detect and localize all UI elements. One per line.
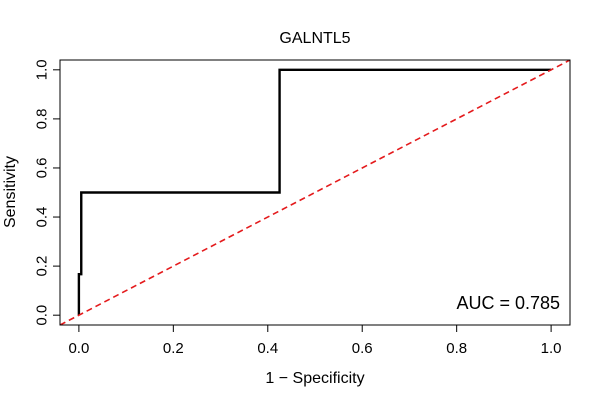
y-tick-label: 0.8 (34, 108, 51, 129)
reference-diagonal-line (60, 60, 570, 325)
x-axis-label: 1 − Specificity (265, 370, 364, 387)
y-tick-label: 1.0 (34, 59, 51, 80)
y-tick-label: 0.6 (34, 158, 51, 179)
y-axis-label: Sensitivity (2, 156, 19, 228)
x-tick-label: 0.6 (352, 340, 373, 357)
x-tick-label: 0.0 (68, 340, 89, 357)
y-tick-label: 0.0 (34, 305, 51, 326)
y-tick-label: 0.4 (34, 207, 51, 228)
x-tick-label: 0.4 (257, 340, 278, 357)
auc-annotation: AUC = 0.785 (456, 293, 560, 313)
x-tick-label: 1.0 (541, 340, 562, 357)
y-tick-label: 0.2 (34, 256, 51, 277)
x-tick-label: 0.2 (163, 340, 184, 357)
roc-curve-line (77, 68, 552, 316)
x-tick-label: 0.8 (446, 340, 467, 357)
plot-area (60, 60, 570, 325)
chart-title: GALNTL5 (279, 30, 350, 47)
axes: 0.0 0.2 0.4 0.6 0.8 1.0 0.0 0.2 0.4 0.6 0.8 1.0 (34, 59, 571, 357)
